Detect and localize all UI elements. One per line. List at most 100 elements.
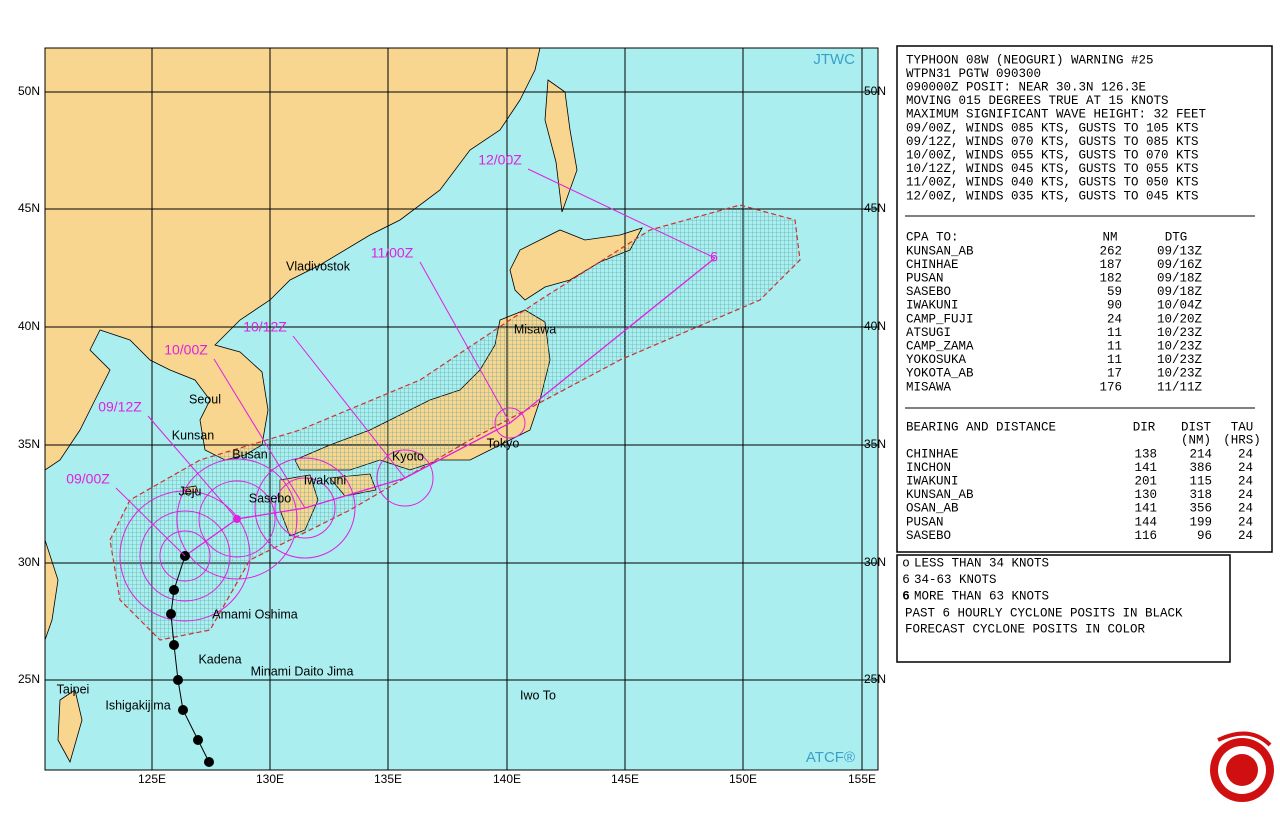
legend-note: PAST 6 HOURLY CYCLONE POSITS IN BLACK <box>905 606 1183 620</box>
tau: 24 <box>1238 515 1253 529</box>
column-header: DIST <box>1181 420 1212 434</box>
place-label: Vladivostok <box>286 259 351 273</box>
forecast-label: 10/12Z <box>243 319 287 335</box>
map-frame <box>44 47 879 771</box>
distance: 318 <box>1189 488 1212 502</box>
jtwc-label: JTWC <box>813 51 855 68</box>
place-label: Kunsan <box>172 428 214 442</box>
tau: 24 <box>1238 461 1253 475</box>
legend-symbol: 6 <box>902 573 910 587</box>
lat-label: 50N <box>864 84 886 98</box>
legend-item: 34-63 KNOTS <box>914 573 997 587</box>
leader-line <box>527 168 716 259</box>
place-label: Seoul <box>189 392 221 406</box>
place-label: Sasebo <box>249 491 291 505</box>
station: CHINHAE <box>906 447 959 461</box>
cpa-time: 10/23Z <box>1157 367 1203 381</box>
lat-label: 30N <box>18 555 40 569</box>
place-label: Amami Oshima <box>212 607 297 621</box>
cpa-distance: 262 <box>1099 244 1122 258</box>
distance: 356 <box>1189 502 1212 516</box>
station: YOKOTA_AB <box>906 367 974 381</box>
map: 6 <box>45 48 878 770</box>
forecast-label: 11/00Z <box>371 245 414 261</box>
bearing: 138 <box>1134 447 1157 461</box>
tau: 24 <box>1238 488 1253 502</box>
warning-line: MAXIMUM SIGNIFICANT WAVE HEIGHT: 32 FEET <box>906 108 1207 122</box>
cpa-distance: 11 <box>1107 339 1122 353</box>
leader-line <box>213 358 306 509</box>
lat-label: 45N <box>18 201 40 215</box>
cpa-distance: 11 <box>1107 353 1122 367</box>
distance: 214 <box>1189 447 1212 461</box>
warning-panel <box>896 45 1273 553</box>
warning-line: 10/00Z, WINDS 055 KTS, GUSTS TO 070 KTS <box>906 148 1199 162</box>
warning-line: MOVING 015 DEGREES TRUE AT 15 KNOTS <box>906 94 1169 108</box>
cpa-distance: 187 <box>1099 258 1122 272</box>
graticule <box>45 48 878 770</box>
logo <box>1210 731 1274 802</box>
bearing: 141 <box>1134 461 1157 475</box>
station: CAMP_FUJI <box>906 312 974 326</box>
legend-symbol: 6 <box>902 589 910 603</box>
warning-line: 09/00Z, WINDS 085 KTS, GUSTS TO 105 KTS <box>906 121 1199 135</box>
station: YOKOSUKA <box>906 353 967 367</box>
cpa-distance: 176 <box>1099 380 1122 394</box>
leader-line <box>292 335 406 479</box>
tau: 24 <box>1238 447 1253 461</box>
cpa-distance: 11 <box>1107 326 1122 340</box>
station: ATSUGI <box>906 326 951 340</box>
station: MISAWA <box>906 380 952 394</box>
forecast-label: 10/00Z <box>164 342 208 358</box>
station: IWAKUNI <box>906 299 959 313</box>
warning-line: 12/00Z, WINDS 035 KTS, GUSTS TO 045 KTS <box>906 189 1199 203</box>
china-south <box>45 539 59 641</box>
cpa-time: 11/11Z <box>1157 380 1203 394</box>
station: OSAN_AB <box>906 502 959 516</box>
place-label: Minami Daito Jima <box>251 664 354 678</box>
place-label: Misawa <box>514 322 556 336</box>
lon-label: 135E <box>374 772 402 786</box>
forecast-label: 09/00Z <box>66 471 110 487</box>
sakhalin <box>544 79 578 213</box>
bearing: 116 <box>1134 529 1157 543</box>
bearing: 201 <box>1134 474 1157 488</box>
lat-label: 25N <box>864 672 886 686</box>
warning-line: 090000Z POSIT: NEAR 30.3N 126.3E <box>906 80 1146 94</box>
leader-line <box>115 487 186 557</box>
cpa-time: 10/20Z <box>1157 312 1203 326</box>
leader-line <box>419 261 511 424</box>
lat-label: 40N <box>864 319 886 333</box>
lon-label: 125E <box>138 772 166 786</box>
cpa-distance: 17 <box>1107 367 1122 381</box>
atcf-label: ATCF® <box>806 749 855 766</box>
station: PUSAN <box>906 515 944 529</box>
place-label: Iwo To <box>520 688 556 702</box>
cpa-distance: 90 <box>1107 299 1122 313</box>
place-label: Tokyo <box>487 436 520 450</box>
place-label: Jeju <box>179 484 202 498</box>
unit-label: (NM) <box>1181 433 1211 447</box>
section-title: CPA TO: <box>906 230 959 244</box>
place-label: Kadena <box>198 652 241 666</box>
lon-label: 150E <box>729 772 757 786</box>
lat-label: 35N <box>18 437 40 451</box>
cpa-time: 09/18Z <box>1157 271 1203 285</box>
station: INCHON <box>906 461 951 475</box>
distance: 115 <box>1189 474 1212 488</box>
place-label: Kyoto <box>392 449 424 463</box>
lat-label: 40N <box>18 319 40 333</box>
lon-label: 145E <box>611 772 639 786</box>
column-header: DTG <box>1165 230 1188 244</box>
bearing: 144 <box>1134 515 1157 529</box>
taiwan <box>57 689 83 764</box>
cpa-time: 10/23Z <box>1157 339 1203 353</box>
tau: 24 <box>1238 502 1253 516</box>
lon-label: 130E <box>256 772 284 786</box>
place-label: Iwakuni <box>304 473 346 487</box>
station: CHINHAE <box>906 258 959 272</box>
label-leaders <box>115 168 716 557</box>
tau: 24 <box>1238 474 1253 488</box>
